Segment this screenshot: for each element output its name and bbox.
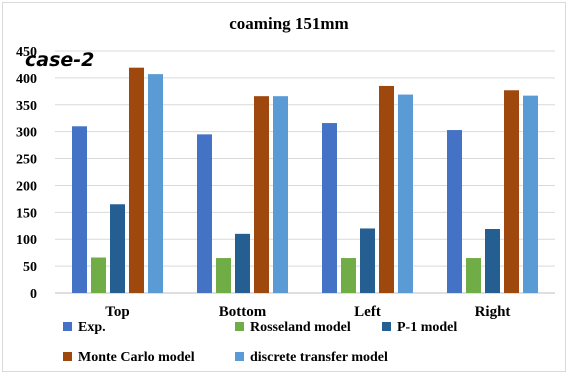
bar	[504, 90, 519, 293]
bar	[379, 85, 394, 293]
y-tick-label: 150	[16, 206, 37, 221]
bar	[273, 96, 288, 293]
bar	[398, 94, 413, 293]
category-label: Top	[105, 304, 129, 320]
bar	[523, 95, 538, 293]
bar	[447, 130, 462, 293]
legend-label: Rosseland model	[250, 320, 351, 335]
x-axis-categories: Top Bottom Left Right	[105, 304, 510, 320]
y-tick-label: 0	[30, 287, 37, 302]
y-tick-label: 100	[16, 233, 37, 248]
bar	[197, 134, 212, 293]
bar	[322, 123, 337, 293]
legend-label: P-1 model	[397, 320, 457, 335]
bar	[129, 67, 144, 293]
bar	[216, 258, 231, 293]
legend-swatch	[382, 322, 391, 331]
y-tick-label: 300	[16, 126, 37, 141]
category-label: Bottom	[219, 304, 267, 320]
legend-label: discrete transfer model	[250, 350, 388, 365]
legend-swatch	[63, 322, 72, 331]
bar	[341, 258, 356, 293]
y-tick-label: 450	[16, 45, 37, 60]
case-annotation: case-2	[25, 49, 94, 71]
bar	[148, 74, 163, 293]
bar	[485, 229, 500, 293]
bar	[110, 204, 125, 293]
bar	[235, 233, 250, 293]
chart-title: coaming 151mm	[229, 14, 348, 33]
legend: Exp. Rosseland model P-1 model Monte Carlo …	[63, 320, 457, 365]
y-tick-label: 200	[16, 179, 37, 194]
category-label: Left	[354, 304, 381, 320]
category-label: Right	[475, 304, 511, 320]
bar	[466, 258, 481, 293]
bar	[72, 126, 87, 294]
y-axis-ticks: 0 50 100 150 200 250 300 350 400 450	[16, 45, 37, 302]
legend-label: Exp.	[78, 320, 106, 335]
legend-swatch	[235, 352, 244, 361]
legend-swatch	[63, 352, 72, 361]
bars	[72, 67, 538, 294]
y-tick-label: 350	[16, 99, 37, 114]
bar	[360, 228, 375, 293]
y-tick-label: 50	[23, 260, 37, 275]
y-tick-label: 250	[16, 153, 37, 168]
bar	[91, 257, 106, 293]
bar	[254, 96, 269, 293]
legend-label: Monte Carlo model	[78, 350, 195, 365]
legend-swatch	[235, 322, 244, 331]
y-tick-label: 400	[16, 72, 37, 87]
